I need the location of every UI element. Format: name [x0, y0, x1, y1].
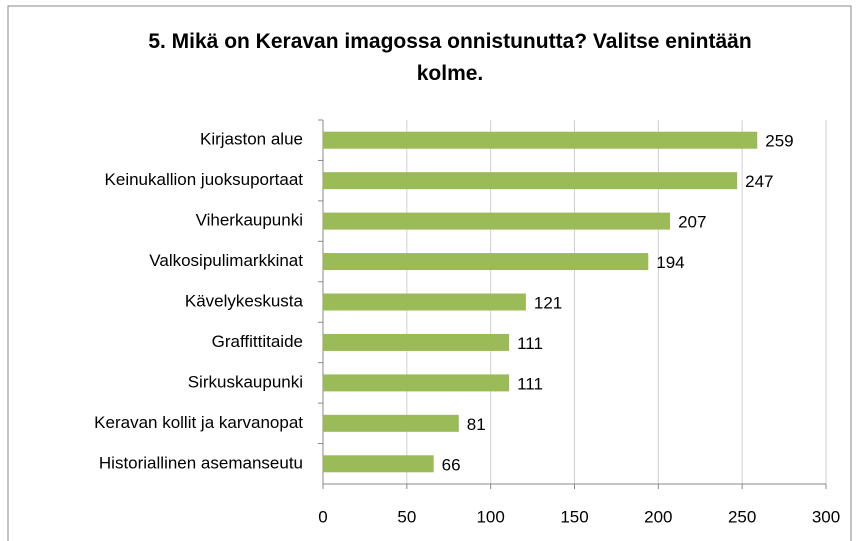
data-label: 66 [442, 455, 461, 474]
bar [323, 253, 649, 271]
bar [323, 212, 671, 230]
x-tick-label: 300 [812, 507, 840, 526]
data-label: 121 [534, 293, 562, 312]
data-label: 81 [467, 415, 486, 434]
x-tick-label: 200 [644, 507, 672, 526]
y-tick-label: Graffittitaide [212, 332, 303, 351]
bar [323, 131, 758, 149]
data-label: 194 [656, 253, 684, 272]
y-tick-label: Viherkaupunki [196, 211, 303, 230]
y-tick-label: Kirjaston alue [200, 130, 303, 149]
x-tick-label: 150 [560, 507, 588, 526]
chart-border [7, 5, 852, 541]
bar [323, 414, 459, 432]
x-tick-label: 250 [728, 507, 756, 526]
bar [323, 333, 510, 351]
bar [323, 455, 434, 473]
y-tick-label: Kävelykeskusta [185, 291, 304, 310]
bar [323, 172, 738, 190]
data-label: 207 [678, 213, 706, 232]
data-label: 247 [745, 172, 773, 191]
y-tick-label: Valkosipulimarkkinat [149, 251, 303, 270]
chart-title: 5. Mikä on Keravan imagossa onnistunutta… [148, 30, 752, 85]
x-tick-label: 50 [397, 507, 416, 526]
y-tick-label: Historiallinen asemanseutu [99, 453, 303, 472]
data-label: 111 [517, 374, 543, 393]
data-label: 259 [765, 132, 793, 151]
x-tick-label: 100 [476, 507, 504, 526]
bar [323, 374, 510, 392]
y-tick-label: Sirkuskaupunki [188, 372, 303, 391]
x-tick-label: 0 [318, 507, 327, 526]
y-tick-label: Keravan kollit ja karvanopat [94, 413, 303, 432]
y-tick-label: Keinukallion juoksuportaat [105, 170, 304, 189]
bar [323, 293, 526, 311]
data-label: 111 [517, 334, 543, 353]
